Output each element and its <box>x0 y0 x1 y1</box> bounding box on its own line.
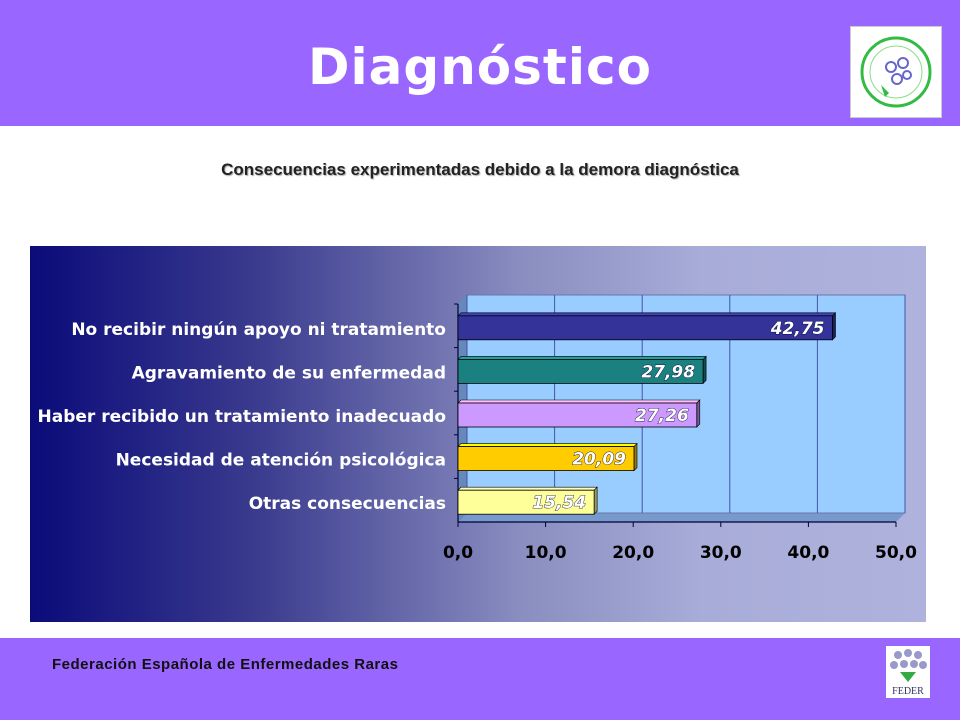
footer-bar <box>0 638 960 720</box>
header-bar <box>0 0 960 126</box>
category-label: Otras consecuencias <box>249 494 446 514</box>
plot-floor <box>458 513 905 522</box>
bar <box>457 359 704 384</box>
x-tick-label: 40,0 <box>787 543 829 563</box>
bar-value-label: 15,54 <box>532 493 586 513</box>
x-tick-label: 10,0 <box>525 543 567 563</box>
bar-top-face <box>457 356 707 360</box>
bar-value-label: 27,98 <box>641 362 695 382</box>
footer-text: Federación Española de Enfermedades Rara… <box>52 656 399 673</box>
bar <box>457 402 698 428</box>
category-label: Agravamiento de su enfermedad <box>132 363 446 383</box>
bar-end-face <box>832 312 836 341</box>
organization-logo-icon <box>850 26 942 118</box>
bar <box>457 315 833 341</box>
bar-top-face <box>457 443 638 447</box>
bar-top-face <box>457 399 701 404</box>
feder-logo-label: FEDER <box>892 686 924 697</box>
bar-top-face <box>457 486 598 491</box>
bar-top-face <box>457 312 837 317</box>
bar-value-label: 27,26 <box>635 406 689 426</box>
category-label: Necesidad de atención psicológica <box>116 451 446 471</box>
bar-value-label: 42,75 <box>770 319 825 339</box>
feder-logo-icon: FEDER <box>886 646 930 698</box>
bar-chart: 0,0 10,0 20,0 30,0 40,0 50,0 42,75 No recibir n… <box>38 294 917 563</box>
bar <box>457 489 595 515</box>
category-label: Haber recibido un tratamiento inadecuado <box>38 407 446 427</box>
x-tick-label: 0,0 <box>443 543 473 563</box>
bar-end-face <box>593 486 598 515</box>
x-tick-label: 30,0 <box>700 543 742 563</box>
chart-title: Consecuencias experimentadas debido a la… <box>221 160 739 179</box>
x-tick-label: 20,0 <box>612 543 654 563</box>
x-tick-label: 50,0 <box>875 543 917 563</box>
chart-panel: 0,0 10,0 20,0 30,0 40,0 50,0 42,75 No recibir n… <box>30 246 926 622</box>
bar <box>457 446 635 472</box>
bar-end-face <box>702 355 707 385</box>
bar-end-face <box>633 442 638 472</box>
page-title: Diagnóstico <box>308 38 652 96</box>
category-label: No recibir ningún apoyo ni tratamiento <box>71 320 446 340</box>
bar-value-label: 20,09 <box>572 450 626 470</box>
bar-end-face <box>696 399 701 428</box>
